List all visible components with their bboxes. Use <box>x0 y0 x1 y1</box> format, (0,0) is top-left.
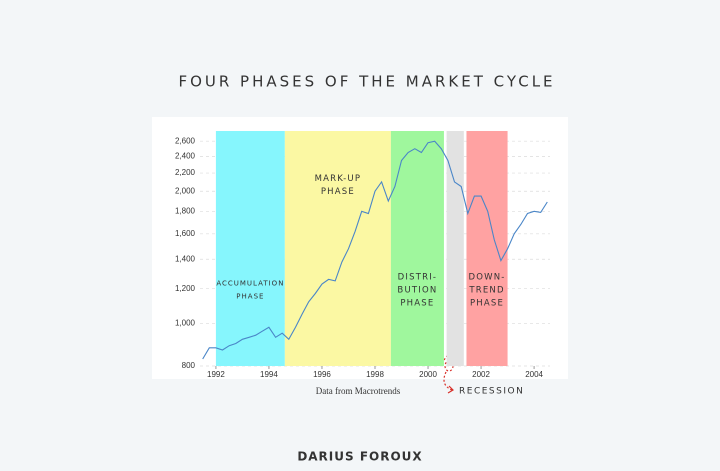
x-tick-label: 2000 <box>419 370 437 379</box>
chart-title: FOUR PHASES OF THE MARKET CYCLE <box>178 73 555 91</box>
x-tick-label: 2004 <box>525 370 543 379</box>
phase-label: ACCUMULATION <box>216 280 284 288</box>
y-tick-label: 1,600 <box>175 229 196 238</box>
y-tick-label: 1,200 <box>175 284 196 293</box>
phase-label: MARK-UP <box>315 174 362 184</box>
price-line <box>202 140 548 360</box>
phase-label: TREND <box>468 286 504 296</box>
y-tick-label: 1,400 <box>175 254 196 263</box>
x-tick-label: 1996 <box>313 370 331 379</box>
y-tick-label: 2,000 <box>175 186 196 195</box>
phase-label: DOWN- <box>468 273 505 283</box>
x-tick-label: 1994 <box>260 370 278 379</box>
phase-label: PHASE <box>236 293 264 301</box>
y-tick-label: 2,400 <box>175 152 196 161</box>
source: Data from Macrotrends <box>316 386 401 396</box>
y-tick-label: 2,600 <box>175 136 196 145</box>
phase-label: BUTION <box>397 286 437 296</box>
phase-band <box>446 131 464 366</box>
x-tick-label: 2002 <box>472 370 490 379</box>
y-tick-label: 1,000 <box>175 319 196 328</box>
phase-band <box>215 131 285 366</box>
phase-band <box>390 131 444 366</box>
y-tick-label: 1,800 <box>175 206 196 215</box>
x-tick-label: 1992 <box>207 370 225 379</box>
phase-label: PHASE <box>321 187 355 197</box>
phase-label: DISTRI- <box>398 273 438 283</box>
phase-label: PHASE <box>400 299 434 309</box>
y-tick-label: 2,200 <box>175 168 196 177</box>
phase-label: PHASE <box>470 299 504 309</box>
author: DARIUS FOROUX <box>297 450 422 464</box>
recession-label: RECESSION <box>459 387 524 397</box>
phase-band <box>284 131 391 366</box>
phase-band <box>466 131 508 366</box>
y-tick-label: 800 <box>182 361 196 370</box>
x-tick-label: 1998 <box>366 370 384 379</box>
